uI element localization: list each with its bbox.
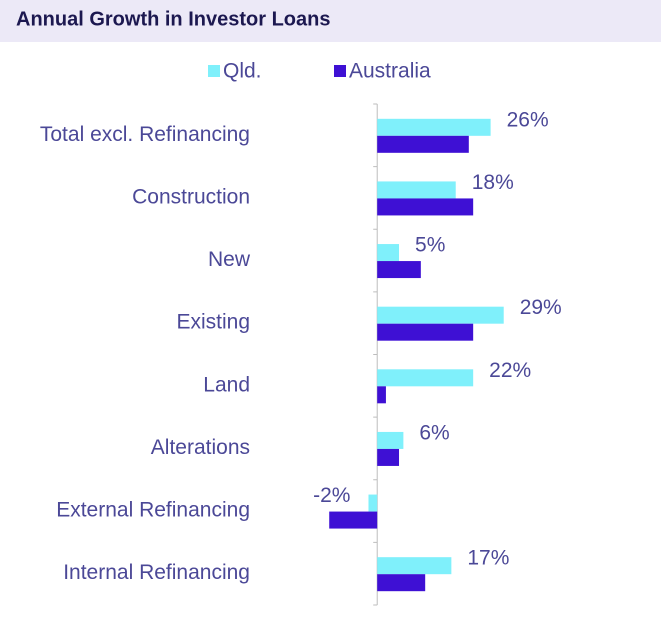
- title-banner: [0, 0, 661, 42]
- data-label: 26%: [507, 108, 549, 131]
- bar: [377, 323, 474, 341]
- bar: [377, 135, 469, 153]
- data-label: 22%: [489, 359, 531, 382]
- bar: [329, 511, 378, 529]
- bar: [377, 118, 491, 136]
- legend-swatch: [334, 65, 346, 77]
- bar: [377, 448, 400, 466]
- bar: [377, 386, 386, 404]
- bar: [377, 198, 474, 216]
- data-label: -2%: [313, 484, 350, 507]
- category-label: Construction: [132, 185, 250, 208]
- bar: [377, 557, 452, 575]
- data-label: 5%: [415, 234, 445, 257]
- category-label: Internal Refinancing: [63, 561, 250, 584]
- data-label: 29%: [520, 296, 562, 319]
- bar: [377, 306, 504, 324]
- category-label: External Refinancing: [56, 499, 250, 522]
- data-label: 6%: [419, 421, 449, 444]
- bar: [377, 244, 400, 262]
- category-label: Existing: [176, 311, 250, 334]
- bar: [377, 574, 426, 592]
- bar: [377, 369, 474, 387]
- bar: [377, 261, 421, 279]
- category-label: New: [208, 248, 251, 271]
- chart-title: Annual Growth in Investor Loans: [16, 8, 330, 30]
- category-label: Alterations: [151, 436, 250, 459]
- bar: [377, 431, 404, 449]
- data-label: 18%: [472, 171, 514, 194]
- bar: [377, 181, 456, 199]
- data-label: 17%: [467, 547, 509, 570]
- bar: [368, 494, 378, 512]
- category-label: Total excl. Refinancing: [40, 123, 250, 146]
- category-label: Land: [203, 373, 250, 396]
- legend-swatch: [208, 65, 220, 77]
- legend-label: Australia: [349, 60, 431, 83]
- legend-label: Qld.: [223, 60, 262, 83]
